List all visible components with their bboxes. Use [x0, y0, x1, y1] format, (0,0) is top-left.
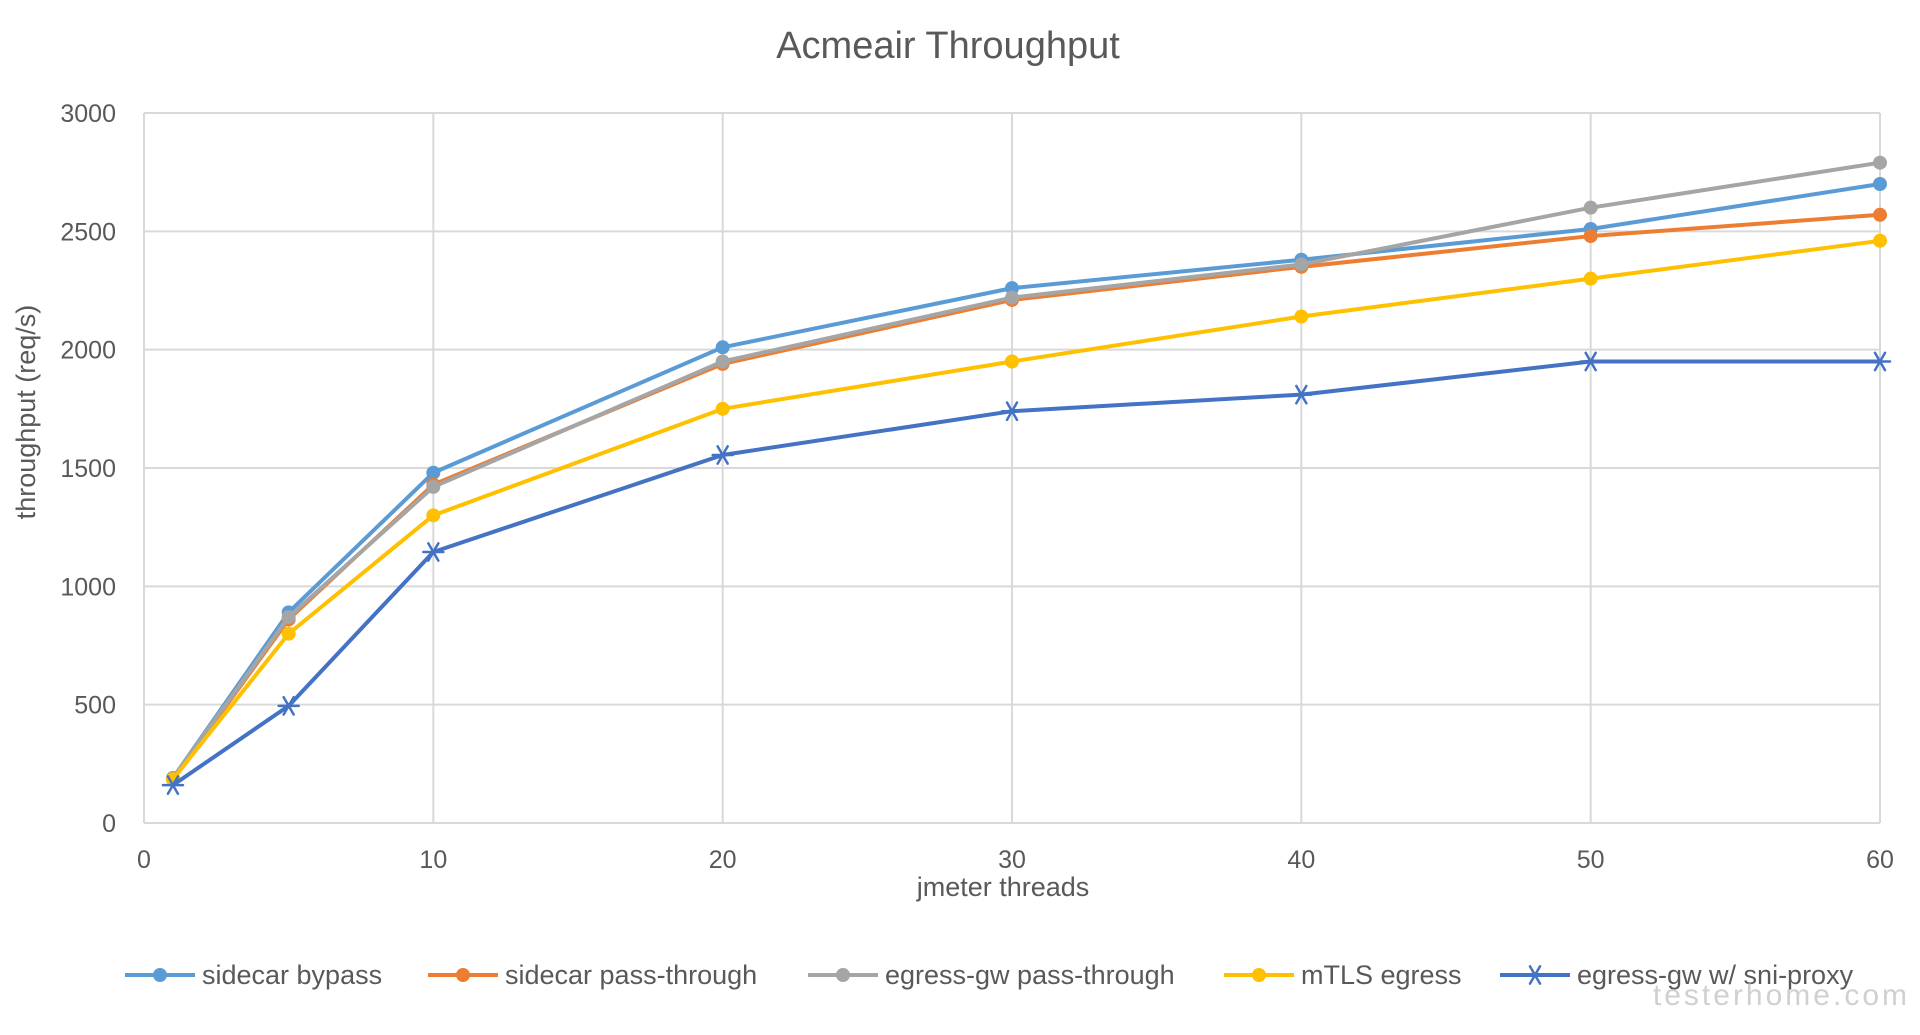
legend-item: egress-gw pass-through — [808, 960, 1175, 990]
data-point — [1583, 229, 1598, 244]
x-tick-label: 30 — [998, 846, 1026, 874]
data-point — [715, 354, 730, 369]
series-lines — [161, 155, 1892, 796]
data-point — [1294, 309, 1309, 324]
x-tick-label: 50 — [1577, 846, 1605, 874]
y-axis-ticks: 0 500 1000 1500 2000 2500 3000 — [60, 100, 116, 838]
y-axis-title: throughput (req/s) — [11, 305, 41, 520]
legend-label: sidecar bypass — [202, 960, 382, 990]
legend-swatch-marker — [1523, 965, 1547, 985]
gridlines — [143, 112, 1881, 824]
data-point — [1005, 354, 1019, 369]
x-tick-label: 60 — [1866, 846, 1894, 874]
series-line — [170, 160, 1882, 781]
x-tick-label: 0 — [137, 846, 151, 874]
x-tick-label: 40 — [1287, 846, 1315, 874]
y-tick-label: 2000 — [60, 337, 116, 365]
x-tick-label: 20 — [709, 846, 737, 874]
data-point — [1583, 271, 1598, 286]
data-point — [1868, 351, 1892, 372]
data-point — [161, 775, 185, 796]
series-3 — [165, 233, 1887, 787]
data-point — [426, 465, 441, 480]
data-point — [715, 340, 730, 355]
legend-label: egress-gw pass-through — [885, 960, 1175, 990]
data-point — [1294, 257, 1309, 272]
data-point — [281, 626, 296, 641]
data-point — [1000, 401, 1024, 422]
y-tick-label: 500 — [74, 692, 116, 720]
legend-swatch-marker — [456, 968, 470, 982]
y-tick-label: 0 — [102, 810, 116, 838]
series-line — [170, 238, 1882, 782]
legend-item: sidecar bypass — [125, 960, 382, 990]
legend-item: sidecar pass-through — [428, 960, 757, 990]
y-tick-label: 2500 — [60, 218, 116, 246]
data-point — [1873, 207, 1887, 222]
data-point — [1005, 290, 1019, 305]
data-point — [277, 695, 300, 716]
data-point — [281, 610, 296, 625]
data-point — [1873, 177, 1887, 191]
chart-title: Acmeair Throughput — [776, 25, 1120, 67]
data-point — [426, 508, 441, 523]
legend-item: egress-gw w/ sni-proxy — [1500, 960, 1854, 990]
data-point — [711, 445, 734, 465]
x-axis-title: jmeter threads — [916, 872, 1090, 902]
data-point — [1873, 233, 1887, 248]
x-tick-label: 10 — [419, 846, 447, 874]
y-tick-label: 1000 — [60, 573, 116, 601]
legend-label: mTLS egress — [1301, 960, 1462, 990]
y-tick-label: 1500 — [60, 455, 116, 483]
legend-label: egress-gw w/ sni-proxy — [1577, 960, 1854, 990]
legend-swatch-marker — [836, 968, 850, 982]
data-point — [426, 479, 441, 494]
legend-item: mTLS egress — [1224, 960, 1462, 990]
legend: sidecar bypass sidecar pass-through egress… — [125, 960, 1854, 990]
y-tick-label: 3000 — [60, 100, 116, 128]
data-point — [1579, 351, 1602, 372]
watermark-text: testerhome.com — [1653, 979, 1910, 1012]
data-point — [715, 401, 730, 416]
legend-swatch-marker — [153, 968, 167, 982]
series-line — [170, 182, 1882, 781]
legend-swatch-marker — [1252, 968, 1266, 982]
data-point — [422, 542, 445, 562]
x-axis-ticks: 0 10 20 30 40 50 60 — [137, 846, 1894, 874]
series-line — [170, 359, 1882, 788]
legend-label: sidecar pass-through — [505, 960, 757, 990]
data-point — [1873, 155, 1887, 170]
series-4 — [161, 351, 1892, 796]
data-point — [1290, 384, 1313, 405]
data-point — [1583, 200, 1598, 215]
